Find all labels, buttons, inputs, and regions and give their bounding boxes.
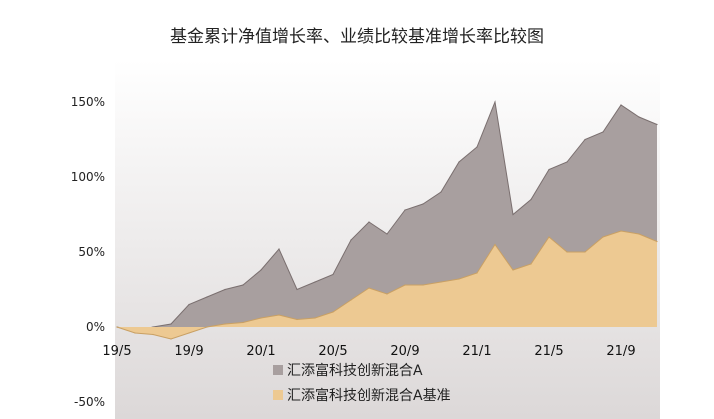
legend-swatch-1 <box>273 365 283 375</box>
data-point-2-15 <box>386 293 388 295</box>
legend-swatch-2 <box>273 390 283 400</box>
x-tick-label: 19/9 <box>174 344 203 359</box>
data-point-1-11 <box>314 281 316 283</box>
data-point-1-21 <box>494 101 496 103</box>
data-point-2-16 <box>404 284 406 286</box>
data-point-1-18 <box>440 191 442 193</box>
data-point-1-6 <box>224 288 226 291</box>
data-point-2-11 <box>314 317 316 319</box>
data-point-1-23 <box>530 198 532 201</box>
x-tick-label: 20/1 <box>246 344 275 359</box>
series-layer <box>116 100 658 340</box>
tick-layer: 150% 100% 50% 0% -50% 19/5 19/9 20/1 20/5 20/9 21/… <box>71 95 636 409</box>
data-point-2-21 <box>494 243 496 246</box>
data-point-2-9 <box>278 314 280 316</box>
data-point-2-7 <box>242 321 244 324</box>
data-point-2-29 <box>638 233 640 235</box>
data-point-1-7 <box>242 284 244 286</box>
x-tick-label: 20/9 <box>390 344 419 359</box>
chart-title: 基金累计净值增长率、业绩比较基准增长率比较图 <box>170 27 544 47</box>
data-point-1-30 <box>656 123 658 126</box>
data-point-2-4 <box>188 332 190 334</box>
data-point-1-14 <box>368 221 370 223</box>
legend-label-2: 汇添富科技创新混合A基准 <box>287 387 451 404</box>
data-point-1-12 <box>332 273 334 276</box>
data-point-2-20 <box>476 272 478 274</box>
data-point-2-13 <box>350 299 352 301</box>
data-point-1-3 <box>170 323 172 325</box>
data-point-2-30 <box>656 240 658 243</box>
data-point-1-5 <box>206 296 208 298</box>
data-point-2-1 <box>134 332 136 334</box>
data-point-1-20 <box>476 146 478 148</box>
data-point-1-9 <box>278 248 280 250</box>
x-tick-label: 20/5 <box>318 344 347 359</box>
data-point-2-14 <box>368 287 370 289</box>
data-point-1-17 <box>422 203 424 205</box>
y-tick-label: -50% <box>74 395 105 409</box>
data-point-2-8 <box>260 317 262 319</box>
x-tick-label: 21/1 <box>462 344 491 359</box>
y-tick-label: 100% <box>71 170 105 184</box>
data-point-1-25 <box>566 161 568 163</box>
data-point-1-16 <box>404 209 406 211</box>
data-point-1-19 <box>458 161 460 163</box>
data-point-2-0 <box>116 326 118 328</box>
data-point-2-22 <box>512 269 514 271</box>
x-tick-label: 21/9 <box>606 344 635 359</box>
data-point-2-23 <box>530 263 532 265</box>
data-point-2-26 <box>584 251 586 253</box>
data-point-2-17 <box>422 284 424 286</box>
legend: 汇添富科技创新混合A 汇添富科技创新混合A基准 <box>273 362 451 404</box>
series-area-2 <box>117 231 657 339</box>
data-point-1-28 <box>620 104 622 106</box>
data-point-1-15 <box>386 233 388 235</box>
data-point-1-27 <box>602 131 604 133</box>
data-point-1-8 <box>260 269 262 271</box>
data-point-1-22 <box>512 213 514 216</box>
data-point-2-10 <box>296 318 298 321</box>
data-point-2-6 <box>224 323 226 325</box>
data-point-2-5 <box>206 326 208 328</box>
data-point-1-13 <box>350 239 352 241</box>
data-point-2-12 <box>332 311 334 313</box>
data-point-2-25 <box>566 251 568 253</box>
data-point-1-24 <box>548 168 550 171</box>
data-point-2-19 <box>458 278 460 280</box>
data-point-1-4 <box>188 303 190 306</box>
data-point-1-10 <box>296 288 298 291</box>
data-point-2-3 <box>170 338 172 340</box>
data-point-1-26 <box>584 138 586 141</box>
data-point-2-28 <box>620 230 622 232</box>
x-tick-label: 19/5 <box>102 344 131 359</box>
y-tick-label: 0% <box>86 320 105 334</box>
y-tick-label: 150% <box>71 95 105 109</box>
data-point-2-27 <box>602 236 604 238</box>
data-point-2-18 <box>440 281 442 283</box>
data-point-2-24 <box>548 236 550 238</box>
data-point-1-29 <box>638 116 640 118</box>
x-tick-label: 21/5 <box>534 344 563 359</box>
y-tick-label: 50% <box>78 245 105 259</box>
legend-label-1: 汇添富科技创新混合A <box>287 362 423 379</box>
data-point-2-2 <box>152 333 154 336</box>
